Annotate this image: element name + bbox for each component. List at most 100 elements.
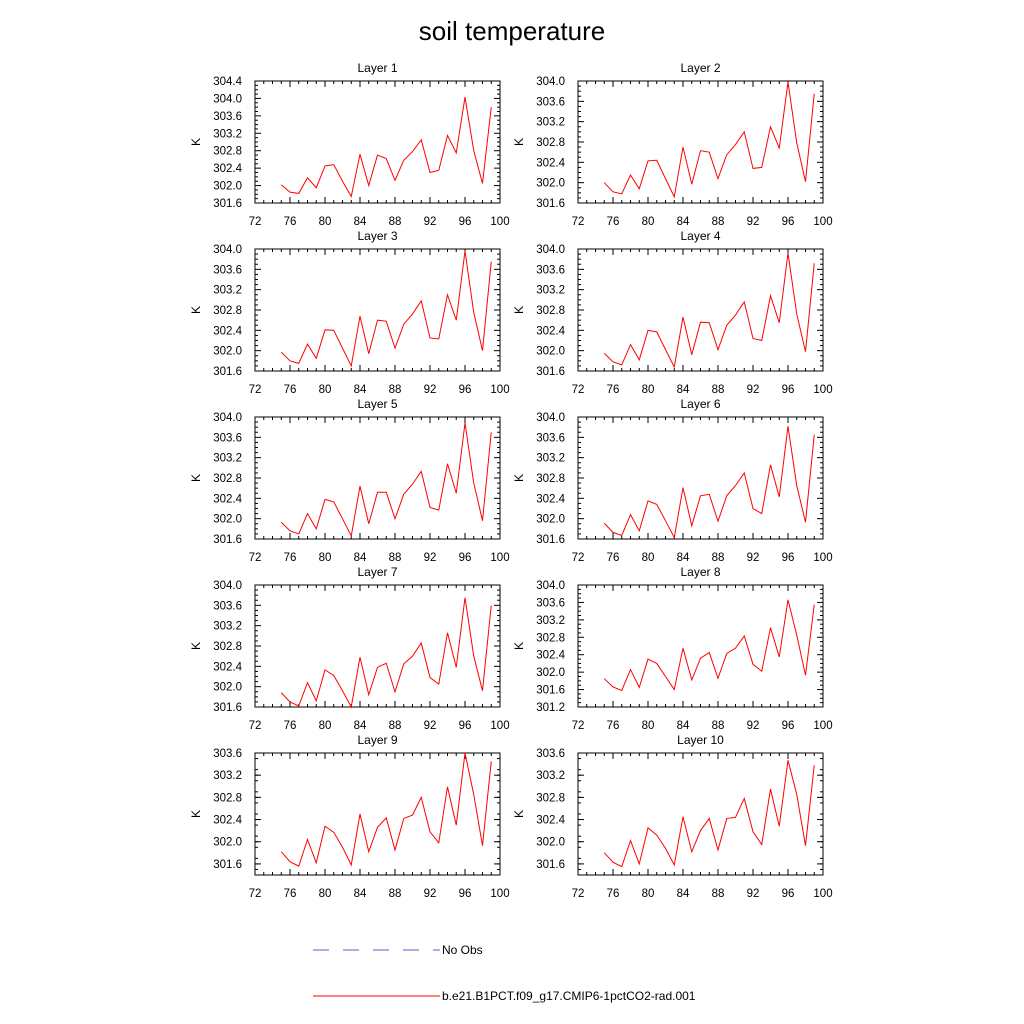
y-axis-label: K: [189, 810, 203, 818]
x-tick-label: 84: [677, 552, 690, 564]
x-tick-label: 76: [284, 216, 297, 228]
y-tick-label: 303.2: [536, 285, 565, 297]
x-tick-label: 96: [782, 552, 795, 564]
x-tick-label: 100: [490, 888, 509, 900]
x-tick-label: 96: [782, 216, 795, 228]
x-tick-label: 72: [249, 720, 262, 732]
x-tick-label: 92: [747, 720, 760, 732]
panel-title: Layer 4: [680, 229, 720, 243]
y-tick-label: 302.8: [213, 473, 242, 485]
x-tick-label: 96: [782, 720, 795, 732]
x-tick-label: 76: [607, 384, 620, 396]
y-tick-label: 301.6: [213, 859, 242, 871]
x-tick-label: 76: [284, 888, 297, 900]
x-tick-label: 84: [677, 888, 690, 900]
x-tick-label: 72: [572, 552, 585, 564]
x-tick-label: 72: [249, 216, 262, 228]
y-tick-label: 302.4: [536, 815, 565, 827]
y-tick-label: 301.6: [213, 702, 242, 714]
x-tick-label: 72: [572, 720, 585, 732]
y-tick-label: 304.0: [213, 244, 242, 256]
x-tick-label: 88: [712, 888, 725, 900]
panels: Layer 1 72 76 80 84 88 92 96 100 301.6 302.0 302.4 3…: [189, 61, 833, 900]
y-tick-label: 302.8: [536, 137, 565, 149]
panel-title: Layer 10: [677, 733, 724, 747]
y-tick-label: 301.6: [213, 366, 242, 378]
y-tick-label: 303.2: [536, 453, 565, 465]
x-tick-label: 76: [284, 720, 297, 732]
y-tick-label: 302.4: [536, 157, 565, 169]
x-tick-label: 92: [424, 384, 437, 396]
y-tick-label: 303.6: [536, 748, 565, 760]
x-tick-label: 100: [813, 216, 832, 228]
y-tick-label: 302.4: [213, 493, 242, 505]
y-tick-label: 301.2: [536, 702, 565, 714]
x-tick-label: 80: [319, 552, 332, 564]
y-axis-label: K: [512, 138, 526, 146]
x-tick-label: 92: [424, 552, 437, 564]
y-axis-label: K: [512, 474, 526, 482]
y-tick-label: 304.0: [213, 580, 242, 592]
x-tick-label: 84: [677, 720, 690, 732]
x-tick-label: 80: [642, 216, 655, 228]
y-tick-label: 302.4: [213, 325, 242, 337]
x-tick-label: 84: [354, 216, 367, 228]
panel-title: Layer 8: [680, 565, 720, 579]
x-tick-label: 92: [424, 888, 437, 900]
y-tick-label: 303.2: [536, 117, 565, 129]
series-line-1: [280, 752, 492, 867]
y-tick-label: 302.0: [536, 837, 565, 849]
figure-title: soil temperature: [419, 16, 605, 46]
y-tick-label: 302.4: [213, 815, 242, 827]
x-tick-label: 96: [782, 384, 795, 396]
x-tick-label: 100: [490, 384, 509, 396]
x-tick-label: 100: [490, 552, 509, 564]
panel-layer-4: Layer 4 72 76 80 84 88 92 96 100 301.6 302.0 302.4 3…: [512, 229, 833, 396]
y-tick-label: 302.0: [213, 514, 242, 526]
y-tick-label: 303.6: [213, 600, 242, 612]
series-line-1: [280, 250, 492, 368]
y-tick-label: 302.8: [536, 792, 565, 804]
x-tick-label: 88: [712, 720, 725, 732]
y-tick-label: 301.6: [536, 685, 565, 697]
x-tick-label: 80: [642, 720, 655, 732]
panel-layer-9: Layer 9 72 76 80 84 88 92 96 100 301.6 302.0 302.4 3…: [189, 733, 510, 900]
panel-layer-1: Layer 1 72 76 80 84 88 92 96 100 301.6 302.0 302.4 3…: [189, 61, 510, 228]
x-tick-label: 92: [747, 552, 760, 564]
y-tick-label: 301.6: [536, 534, 565, 546]
x-tick-label: 80: [642, 888, 655, 900]
y-tick-label: 304.0: [536, 580, 565, 592]
x-tick-label: 92: [747, 888, 760, 900]
y-tick-label: 303.6: [536, 264, 565, 276]
y-axis-label: K: [512, 810, 526, 818]
x-tick-label: 72: [572, 216, 585, 228]
x-tick-label: 96: [459, 552, 472, 564]
y-tick-label: 303.2: [213, 128, 242, 140]
panel-title: Layer 6: [680, 397, 720, 411]
panel-title: Layer 2: [680, 61, 720, 75]
y-tick-label: 303.6: [536, 96, 565, 108]
series-line-1: [603, 81, 815, 199]
panel-title: Layer 5: [357, 397, 397, 411]
plot-frame: [254, 584, 501, 708]
y-tick-label: 302.8: [536, 632, 565, 644]
x-tick-label: 100: [813, 552, 832, 564]
panel-layer-5: Layer 5 72 76 80 84 88 92 96 100 301.6 302.0 302.4 3…: [189, 397, 510, 564]
x-tick-label: 72: [249, 888, 262, 900]
y-tick-label: 303.2: [213, 621, 242, 633]
y-tick-label: 303.2: [536, 615, 565, 627]
y-tick-label: 304.0: [536, 412, 565, 424]
x-tick-label: 76: [607, 720, 620, 732]
legend: No Obs b.e21.B1PCT.f09_g17.CMIP6-1pctCO2…: [313, 943, 696, 1003]
x-tick-label: 84: [354, 888, 367, 900]
y-tick-label: 302.0: [213, 837, 242, 849]
y-tick-label: 303.6: [213, 111, 242, 123]
y-tick-label: 303.2: [213, 285, 242, 297]
y-tick-label: 302.0: [213, 181, 242, 193]
x-tick-label: 80: [642, 384, 655, 396]
x-tick-label: 76: [607, 216, 620, 228]
y-tick-label: 302.0: [213, 682, 242, 694]
panel-layer-3: Layer 3 72 76 80 84 88 92 96 100 301.6 302.0 302.4 3…: [189, 229, 510, 396]
x-tick-label: 80: [319, 888, 332, 900]
